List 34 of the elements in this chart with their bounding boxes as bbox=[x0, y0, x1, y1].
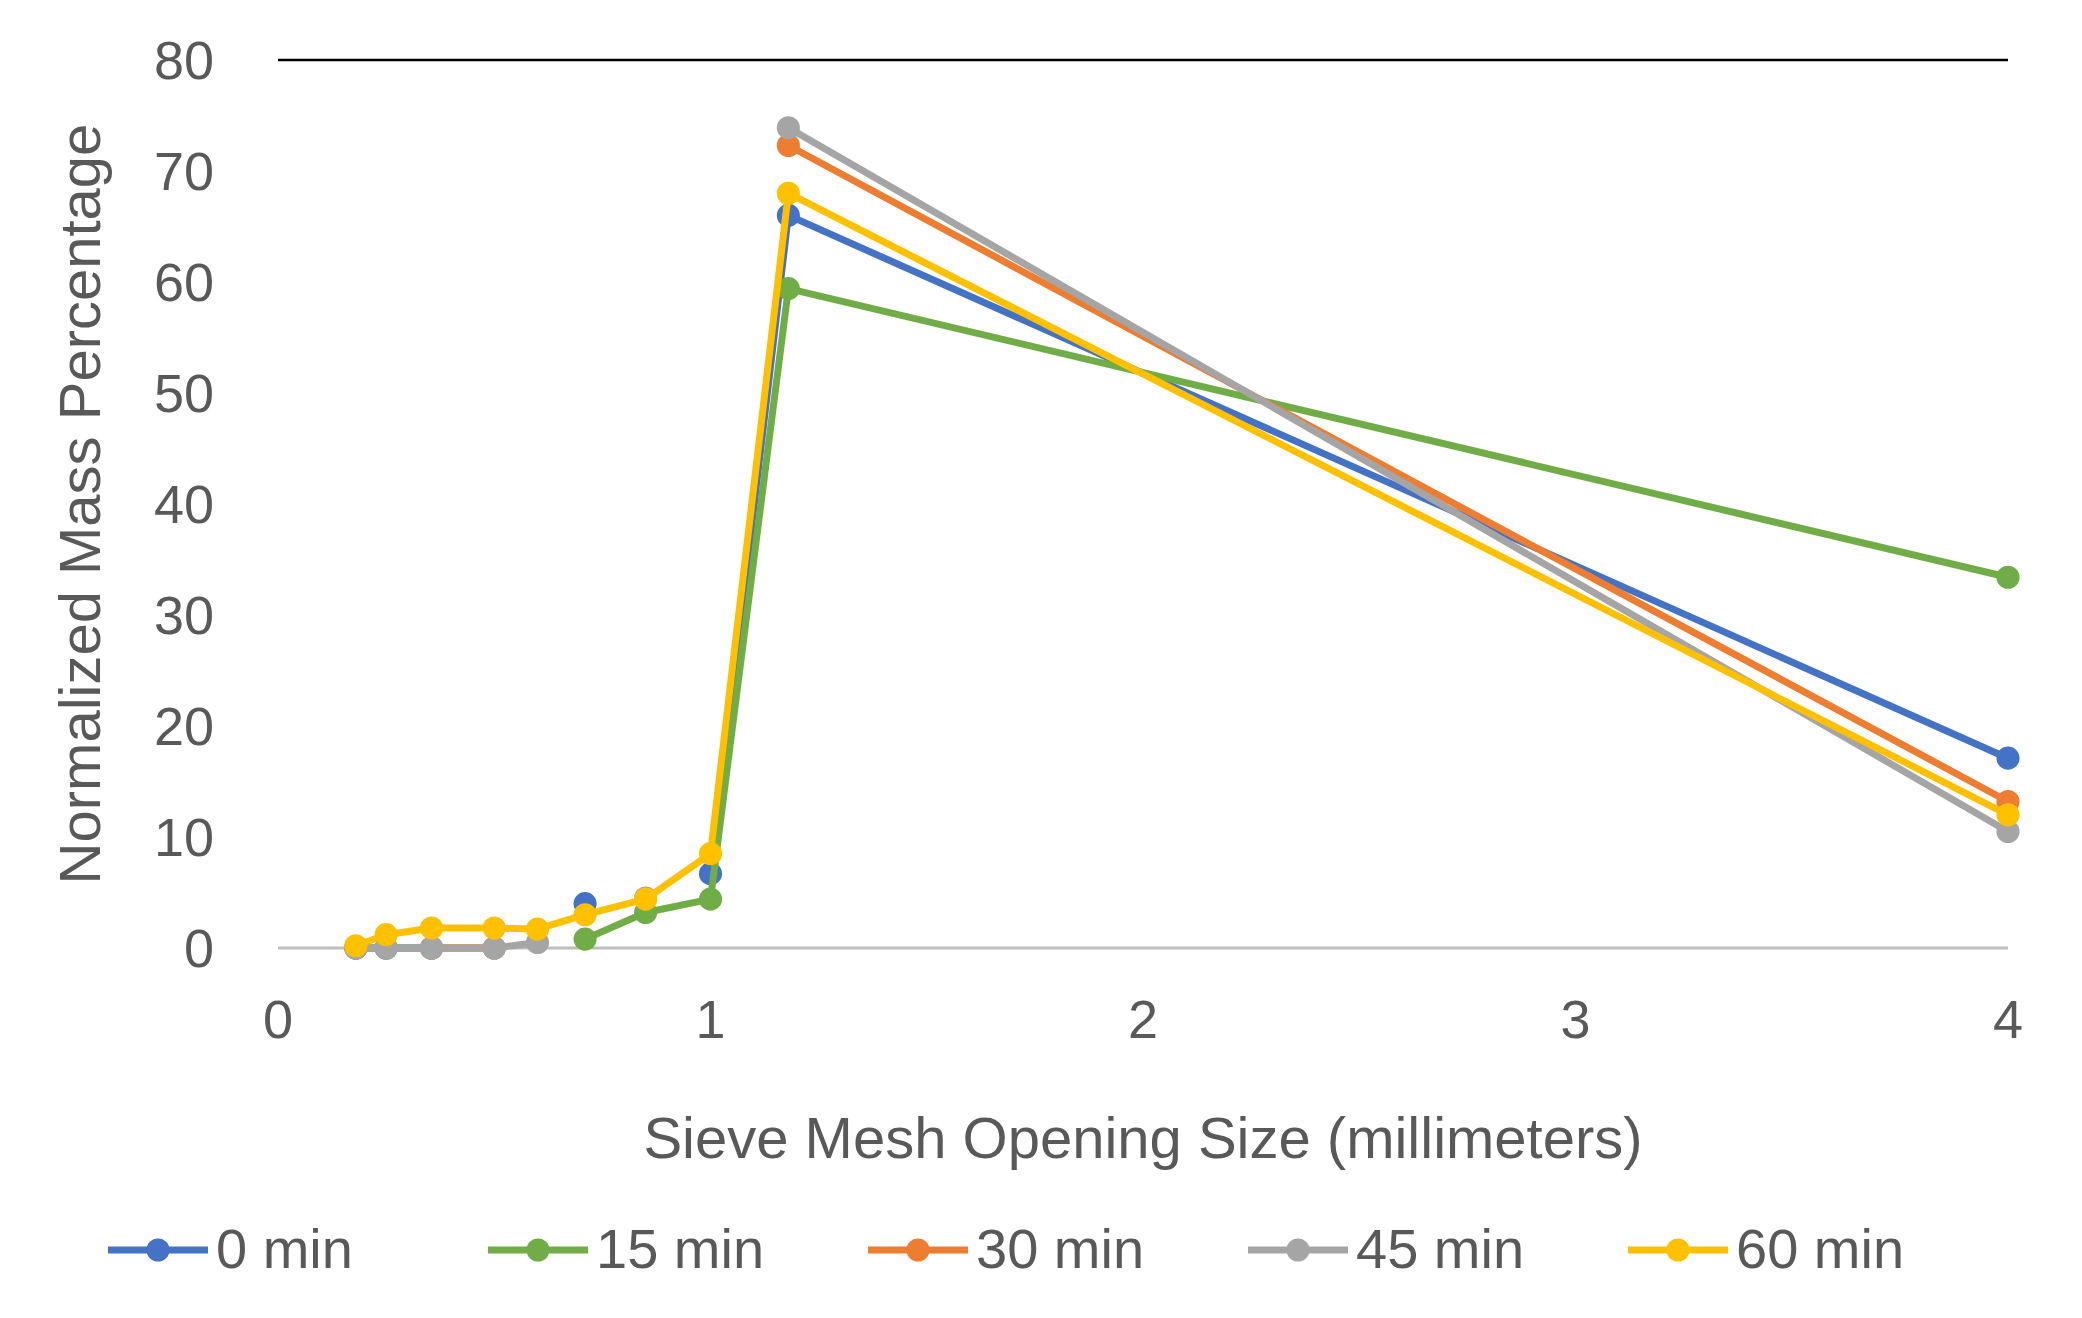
point bbox=[698, 887, 723, 911]
point bbox=[573, 927, 597, 951]
legend-label: 30 min bbox=[976, 1217, 1145, 1280]
y-tick-label: 80 bbox=[153, 29, 214, 90]
point bbox=[698, 842, 723, 866]
x-tick-label: 4 bbox=[1992, 989, 2024, 1049]
point bbox=[776, 181, 800, 205]
y-tick-label: 0 bbox=[183, 917, 214, 978]
point bbox=[573, 903, 597, 927]
legend-label: 0 min bbox=[216, 1217, 353, 1280]
legend-label: 45 min bbox=[1356, 1217, 1525, 1280]
y-tick-label: 70 bbox=[153, 140, 214, 201]
x-tick-label: 1 bbox=[695, 989, 726, 1049]
y-tick-label: 40 bbox=[153, 473, 214, 534]
point bbox=[419, 916, 444, 940]
x-tick-label: 2 bbox=[1127, 989, 1159, 1049]
y-tick-label: 10 bbox=[153, 806, 214, 867]
point bbox=[1996, 565, 2020, 589]
point bbox=[776, 116, 800, 140]
y-tick-label: 20 bbox=[153, 695, 214, 756]
legend-label: 15 min bbox=[596, 1217, 765, 1280]
y-tick-label: 60 bbox=[153, 251, 214, 312]
point bbox=[525, 917, 550, 941]
point bbox=[1996, 803, 2020, 827]
y-axis-title: Normalized Mass Percentage bbox=[47, 123, 112, 885]
legend-label: 60 min bbox=[1736, 1217, 1905, 1280]
x-axis-title: Sieve Mesh Opening Size (millimeters) bbox=[643, 1105, 1643, 1170]
y-tick-label: 50 bbox=[153, 362, 214, 423]
y-tick-label: 30 bbox=[153, 584, 214, 645]
point bbox=[1996, 746, 2020, 770]
x-tick-label: 0 bbox=[262, 989, 294, 1049]
point bbox=[482, 916, 506, 940]
x-tick-label: 3 bbox=[1560, 989, 1591, 1049]
point bbox=[374, 923, 398, 947]
